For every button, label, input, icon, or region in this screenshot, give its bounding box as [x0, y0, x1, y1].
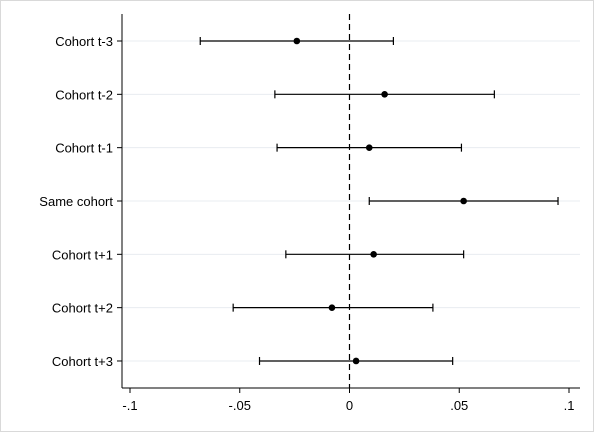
y-tick-label: Same cohort: [39, 194, 113, 209]
y-tick-label: Cohort t-1: [55, 141, 113, 156]
y-tick-label: Cohort t+1: [52, 247, 113, 262]
x-tick-label: 0: [346, 398, 353, 413]
point-estimate: [328, 304, 336, 311]
point-estimate: [293, 37, 301, 45]
x-tick-label: -.1: [122, 398, 137, 413]
axes: [117, 14, 580, 393]
data-marks: [199, 37, 559, 365]
y-tick-label: Cohort t+3: [52, 354, 113, 369]
y-tick-label: Cohort t+2: [52, 301, 113, 316]
point-estimate: [381, 91, 388, 98]
y-tick-label: Cohort t-2: [55, 87, 113, 102]
point-estimate: [352, 357, 360, 365]
tick-labels: Cohort t-3 Cohort t-2 Cohort t-1 Same cohor…: [39, 34, 574, 413]
x-tick-label: .05: [450, 398, 468, 413]
x-tick-label: -.05: [229, 398, 251, 413]
x-tick-label: .1: [564, 398, 575, 413]
y-tick-label: Cohort t-3: [55, 34, 113, 49]
point-estimate: [460, 197, 467, 205]
point-estimate: [370, 251, 377, 258]
point-estimate: [365, 144, 373, 151]
